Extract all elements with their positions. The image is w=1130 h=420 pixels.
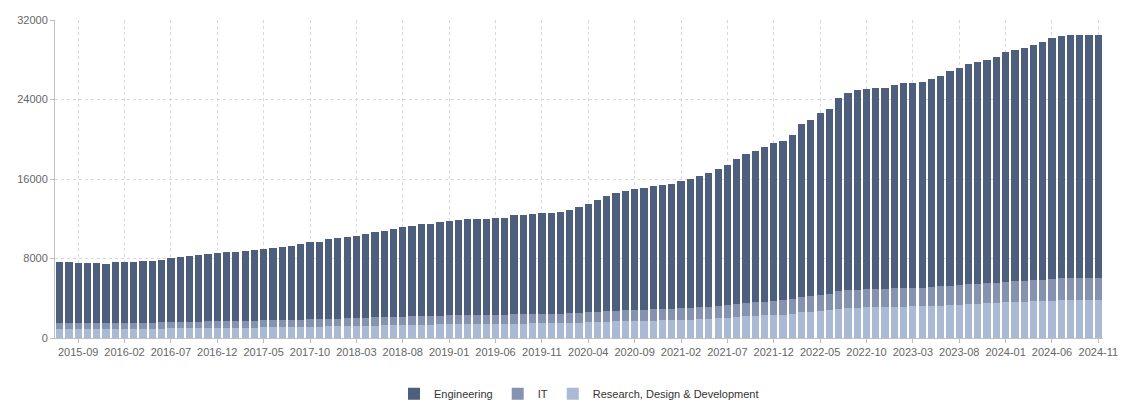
svg-text:2024-11: 2024-11 <box>1079 346 1119 358</box>
svg-text:2022-10: 2022-10 <box>846 346 886 358</box>
svg-text:Engineering: Engineering <box>434 388 493 400</box>
svg-text:2019-06: 2019-06 <box>475 346 515 358</box>
svg-text:2019-01: 2019-01 <box>429 346 469 358</box>
svg-text:2024-06: 2024-06 <box>1032 346 1072 358</box>
svg-text:2020-04: 2020-04 <box>568 346 608 358</box>
svg-text:IT: IT <box>538 388 548 400</box>
svg-text:32000: 32000 <box>17 14 48 26</box>
svg-text:2017-05: 2017-05 <box>243 346 283 358</box>
svg-text:2021-02: 2021-02 <box>661 346 701 358</box>
svg-text:2024-01: 2024-01 <box>985 346 1025 358</box>
svg-text:2016-02: 2016-02 <box>104 346 144 358</box>
svg-text:16000: 16000 <box>17 173 48 185</box>
svg-text:2021-12: 2021-12 <box>754 346 794 358</box>
svg-text:2016-07: 2016-07 <box>151 346 191 358</box>
svg-text:2023-03: 2023-03 <box>893 346 933 358</box>
svg-text:0: 0 <box>42 332 48 344</box>
svg-text:2020-09: 2020-09 <box>614 346 654 358</box>
svg-text:8000: 8000 <box>23 252 47 264</box>
svg-text:Research, Design & Development: Research, Design & Development <box>593 388 759 400</box>
svg-text:2019-11: 2019-11 <box>522 346 562 358</box>
svg-text:2018-08: 2018-08 <box>383 346 423 358</box>
svg-text:2018-03: 2018-03 <box>336 346 376 358</box>
svg-text:2015-09: 2015-09 <box>58 346 98 358</box>
svg-text:2023-08: 2023-08 <box>939 346 979 358</box>
svg-text:2021-07: 2021-07 <box>707 346 747 358</box>
svg-text:24000: 24000 <box>17 93 48 105</box>
svg-text:2022-05: 2022-05 <box>800 346 840 358</box>
svg-text:2016-12: 2016-12 <box>197 346 237 358</box>
svg-text:2017-10: 2017-10 <box>290 346 330 358</box>
